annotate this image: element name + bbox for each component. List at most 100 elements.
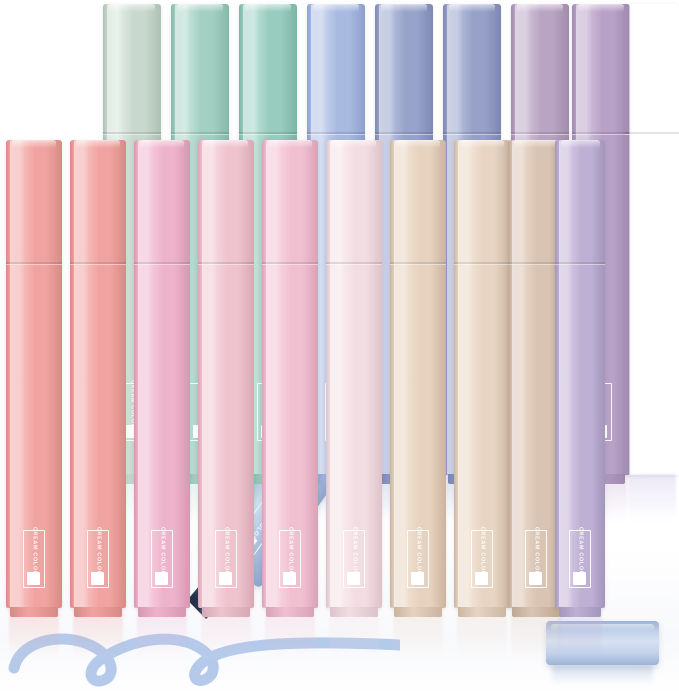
product-label-color-swatch: [346, 572, 360, 585]
pen-cap-top: [381, 4, 427, 12]
product-label-color-swatch: [644, 425, 658, 438]
pen-gloss-highlight: [9, 140, 25, 608]
pen-gloss-highlight: [511, 140, 527, 608]
pen-cap-top: [449, 4, 495, 12]
pen-gloss-highlight: [628, 4, 643, 475]
pen-cap-top: [245, 4, 291, 12]
pen-cap-top: [204, 140, 248, 148]
pen-end-plug: [512, 607, 560, 617]
product-label: CREAM COLOR: [471, 526, 493, 588]
product-label: CREAM COLOR: [23, 526, 45, 588]
product-label: CREAM COLOR: [641, 379, 663, 441]
spare-cap: [546, 621, 659, 665]
product-label-color-swatch: [528, 572, 542, 585]
pen-cap-top: [517, 4, 563, 12]
pen-gloss-highlight: [137, 140, 153, 608]
pen-gloss-highlight: [265, 140, 281, 608]
product-label: CREAM COLOR: [569, 526, 591, 588]
product-label-text: CREAM COLOR: [223, 526, 230, 576]
product-label-text: CREAM COLOR: [159, 526, 166, 576]
pen-cap-seam: [390, 262, 446, 264]
product-label-color-swatch: [218, 572, 232, 585]
pen-end-plug: [266, 607, 314, 617]
pen-end-plug: [458, 607, 506, 617]
pen-end-plug: [330, 607, 378, 617]
highlighter-swatch-stroke: [8, 633, 400, 687]
pen-cap-seam: [198, 262, 254, 264]
pen-cap-top: [578, 4, 624, 12]
pen-cap-top: [560, 140, 600, 148]
pen-cap-top: [630, 4, 674, 12]
pen-cap-seam: [555, 262, 605, 264]
pen-reflection: [265, 607, 315, 659]
highlighter-pen: CREAM COLOR: [198, 140, 254, 617]
pen-cap-top: [514, 140, 558, 148]
highlighter-pen: CREAM COLOR: [262, 140, 318, 617]
product-label-color-swatch: [90, 572, 104, 585]
pen-cap-top: [109, 4, 155, 12]
pen-cap-top: [12, 140, 56, 148]
pen-cap-seam: [375, 132, 433, 134]
pen-cap-seam: [511, 132, 569, 134]
product-label: CREAM COLOR: [279, 527, 301, 588]
pen-reflection: [137, 607, 187, 659]
pen-gloss-highlight: [201, 140, 217, 608]
pen-cap-top: [396, 140, 440, 148]
pen-cap-seam: [307, 132, 365, 134]
pen-end-plug: [138, 607, 186, 617]
pen-reflection: [628, 474, 676, 522]
pen-end-plug: [629, 474, 674, 484]
pen-gloss-highlight: [329, 140, 345, 608]
highlighter-pen: CREAM COLOR: [625, 4, 679, 475]
pen-reflection: [511, 607, 561, 659]
pen-cap-seam: [572, 132, 630, 134]
product-label: CREAM COLOR: [87, 526, 109, 588]
product-label-text: CREAM COLOR: [533, 526, 540, 576]
product-label: CREAM COLOR: [407, 526, 429, 588]
pen-cap-seam: [171, 132, 229, 134]
product-label-color-swatch: [410, 572, 424, 585]
product-label-text: CREAM COLOR: [479, 526, 486, 576]
product-label-text: CREAM COLOR: [351, 526, 358, 576]
pen-cap-top: [140, 140, 184, 148]
product-label-color-swatch: [154, 572, 168, 585]
pen-cap-seam: [6, 262, 62, 264]
product-label-text: CREAM COLOR: [31, 526, 38, 576]
highlighter-pen: CREAM COLOR: [6, 140, 62, 617]
product-label-text: CREAM COLOR: [577, 526, 584, 576]
pen-gloss-highlight: [558, 140, 572, 608]
pen-reflection: [558, 607, 602, 659]
product-label: CREAM COLOR: [151, 526, 173, 588]
pen-end-plug: [394, 607, 442, 617]
product-label-text: CREAM COLOR: [415, 526, 422, 576]
pen-cap-top: [177, 4, 223, 12]
highlighter-pen: CREAM COLOR: [555, 140, 605, 617]
product-label-text: CREAM COLOR: [95, 526, 102, 576]
pen-reflection: [73, 607, 123, 659]
highlighter-pen: CREAM COLOR: [390, 140, 446, 617]
highlighter-pen: CREAM COLOR: [454, 140, 510, 617]
highlighter-pen: CREAM COLOR: [70, 140, 126, 617]
spare-cap-reflection: [552, 665, 653, 685]
pen-end-plug: [202, 607, 250, 617]
highlighter-pen: CREAM COLOR: [326, 140, 382, 617]
pen-cap-seam: [443, 132, 501, 134]
pen-cap-top: [332, 140, 376, 148]
pen-gloss-highlight: [73, 140, 89, 608]
pen-cap-seam: [625, 132, 679, 134]
pen-gloss-highlight: [393, 140, 409, 608]
pen-reflection: [9, 607, 59, 659]
pen-gloss-highlight: [457, 140, 473, 608]
product-label-color-swatch: [572, 572, 586, 585]
pen-end-plug: [559, 607, 601, 617]
spare-cap-lip: [551, 624, 654, 631]
pen-cap-seam: [103, 132, 161, 134]
product-label-text: CREAM COLOR: [649, 379, 656, 429]
highlighter-pen: CREAM COLOR: [134, 140, 190, 617]
product-label-color-swatch: [282, 572, 296, 585]
pen-reflection: [457, 607, 507, 659]
pen-end-plug: [74, 607, 122, 617]
pen-cap-seam: [326, 262, 382, 264]
pen-cap-top: [268, 140, 312, 148]
product-label: CREAM COLOR: [343, 526, 365, 588]
